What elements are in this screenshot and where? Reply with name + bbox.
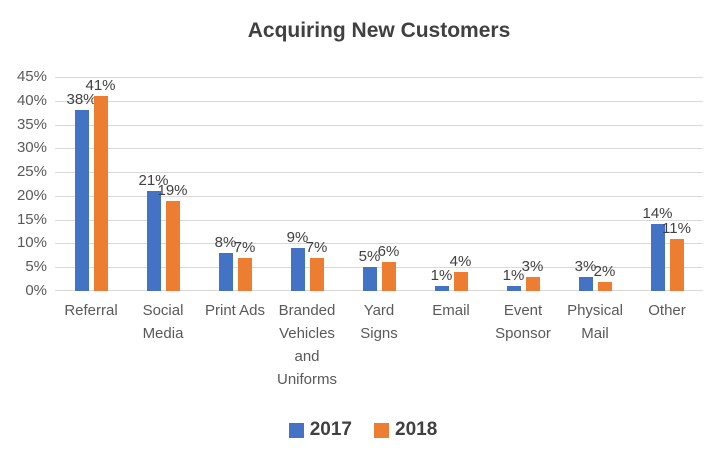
bar-2018-other bbox=[669, 238, 684, 291]
y-tick-label-40: 40% bbox=[16, 91, 47, 109]
data-label-2017-physical-mail: 3% bbox=[574, 257, 597, 275]
y-tick-label-15: 15% bbox=[16, 210, 47, 228]
legend: 2017 2018 bbox=[0, 418, 726, 442]
y-tick-label-5: 5% bbox=[25, 258, 47, 276]
data-label-2017-event-sponsor: 1% bbox=[502, 267, 525, 285]
x-category-label-physical-mail: Physical Mail bbox=[567, 302, 623, 342]
x-category-label-branded-vehicles-and-uniforms: Branded Vehicles and Uniforms bbox=[276, 302, 337, 388]
x-category-label-print-ads: Print Ads bbox=[204, 302, 266, 319]
legend-item-2017: 2017 bbox=[288, 418, 352, 442]
bar-2017-physical-mail bbox=[578, 276, 593, 291]
gridline-20 bbox=[55, 195, 703, 197]
y-tick-label-25: 25% bbox=[16, 163, 47, 181]
x-category-label-referral: Referral bbox=[64, 302, 118, 319]
bar-2017-other bbox=[650, 224, 665, 291]
data-label-2017-social-media: 21% bbox=[138, 172, 169, 190]
gridline-30 bbox=[55, 148, 703, 150]
gridline-35 bbox=[55, 124, 703, 126]
legend-label-2018: 2018 bbox=[395, 419, 438, 440]
data-label-2018-yard-signs: 6% bbox=[377, 243, 400, 261]
bar-2017-referral bbox=[74, 110, 89, 291]
x-category-label-event-sponsor: Event Sponsor bbox=[495, 302, 551, 342]
y-tick-label-20: 20% bbox=[16, 186, 47, 204]
bar-2017-print-ads bbox=[218, 252, 233, 291]
y-tick-label-0: 0% bbox=[25, 282, 47, 299]
x-category-label-social-media: Social Media bbox=[142, 302, 184, 342]
bar-2017-yard-signs bbox=[362, 267, 377, 291]
y-tick-label-10: 10% bbox=[16, 234, 47, 252]
data-label-2018-social-media: 19% bbox=[157, 181, 188, 199]
x-category-label-email: Email bbox=[432, 302, 470, 319]
bar-2017-social-media bbox=[146, 191, 161, 291]
data-label-2018-print-ads: 7% bbox=[233, 238, 256, 256]
bar-2017-branded-vehicles-and-uniforms bbox=[290, 248, 305, 291]
legend-label-2017: 2017 bbox=[309, 419, 352, 440]
legend-swatch-2018-icon bbox=[374, 422, 389, 438]
x-category-label-other: Other bbox=[648, 302, 686, 319]
data-label-2018-other: 11% bbox=[662, 219, 691, 237]
data-label-2018-branded-vehicles-and-uniforms: 7% bbox=[305, 238, 328, 256]
gridline-15 bbox=[55, 219, 703, 221]
data-label-2017-branded-vehicles-and-uniforms: 9% bbox=[286, 229, 309, 247]
data-label-2018-referral: 41% bbox=[85, 77, 116, 95]
data-label-2017-print-ads: 8% bbox=[214, 233, 237, 251]
bar-2018-branded-vehicles-and-uniforms bbox=[309, 257, 324, 291]
chart-title: Acquiring New Customers bbox=[247, 19, 511, 42]
bar-2017-event-sponsor bbox=[506, 286, 521, 291]
data-label-2017-yard-signs: 5% bbox=[358, 248, 381, 266]
y-tick-label-45: 45% bbox=[16, 68, 47, 85]
data-label-2018-physical-mail: 2% bbox=[593, 262, 616, 280]
bar-2018-print-ads bbox=[237, 257, 252, 291]
gridline-10 bbox=[55, 243, 703, 245]
data-label-2018-event-sponsor: 3% bbox=[521, 257, 544, 275]
gridline-45 bbox=[55, 77, 703, 78]
data-label-2017-referral: 38% bbox=[66, 91, 97, 109]
bar-2018-event-sponsor bbox=[525, 276, 540, 291]
gridline-0 bbox=[55, 290, 703, 291]
bar-2017-email bbox=[434, 286, 449, 291]
bar-2018-email bbox=[453, 271, 468, 291]
plot-area: 38% 41% 21% 19% 8% 7% 9% 7% 5% 6% 1% 4% 1% 3% 3% 2% 14% 1… bbox=[55, 77, 703, 291]
data-label-2017-other: 14% bbox=[642, 205, 673, 223]
y-tick-label-30: 30% bbox=[16, 139, 47, 157]
bar-2018-referral bbox=[93, 96, 108, 291]
gridline-40 bbox=[55, 100, 703, 102]
bar-2018-yard-signs bbox=[381, 262, 396, 291]
gridline-25 bbox=[55, 172, 703, 174]
bar-2018-social-media bbox=[165, 200, 180, 291]
data-label-2017-email: 1% bbox=[430, 267, 453, 285]
legend-item-2018: 2018 bbox=[374, 418, 437, 442]
data-label-2018-email: 4% bbox=[449, 252, 472, 270]
gridline-5 bbox=[55, 267, 703, 269]
x-category-label-yard-signs: Yard Signs bbox=[360, 302, 398, 342]
y-tick-label-35: 35% bbox=[16, 115, 47, 133]
bar-2018-physical-mail bbox=[597, 281, 612, 291]
legend-swatch-2017-icon bbox=[288, 422, 304, 438]
